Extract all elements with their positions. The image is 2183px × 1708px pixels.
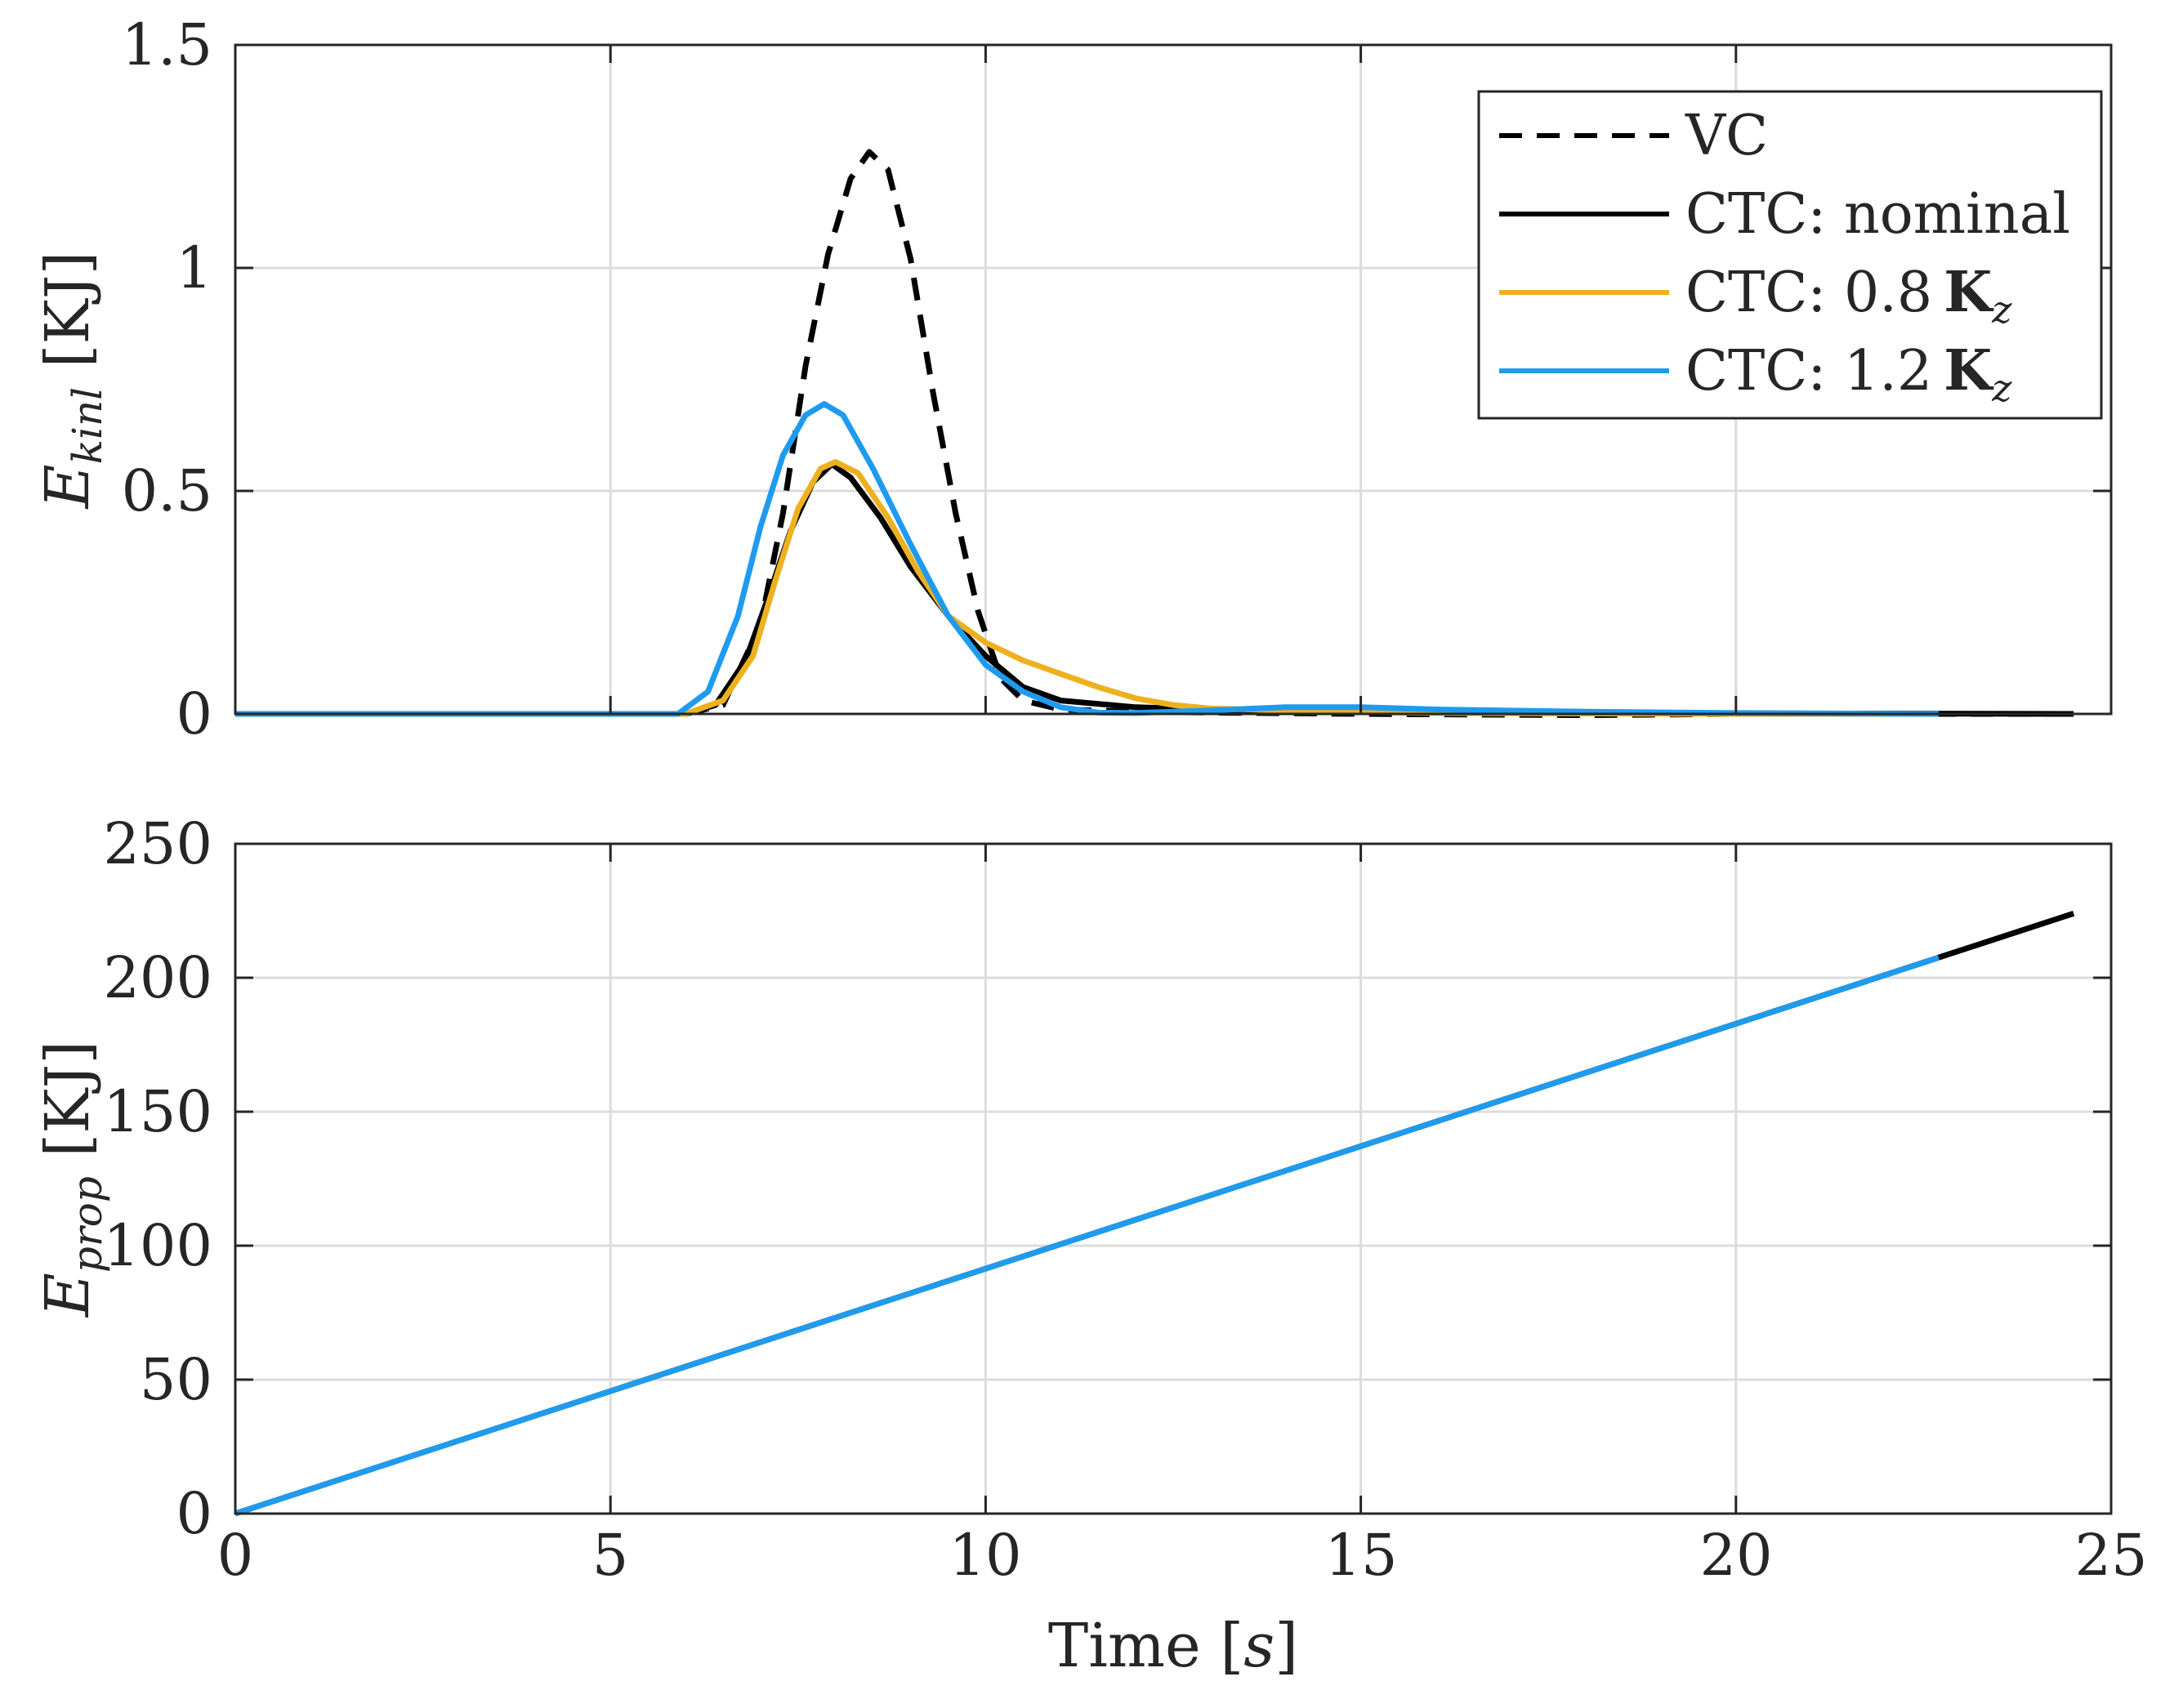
top-ticks bbox=[234, 43, 2113, 716]
bottom-y-axis-label: Eprop [KJ] bbox=[33, 1041, 111, 1318]
legend-label-prefix: CTC: 0.8 bbox=[1685, 261, 1932, 325]
top-ylabel-subscript: kinl bbox=[64, 387, 111, 464]
bottom-xtick-label: 10 bbox=[949, 1522, 1021, 1589]
legend-label-bold: K bbox=[1944, 338, 1994, 404]
legend: VC CTC: nominal CTC: 0.8 Kz CTC: 1.2 Kz bbox=[1477, 90, 2103, 420]
top-ytick-label: 0 bbox=[176, 680, 212, 747]
bottom-ytick-label: 50 bbox=[140, 1346, 212, 1413]
bottom-ytick-label: 0 bbox=[176, 1480, 212, 1547]
bottom-grid bbox=[234, 842, 2113, 1515]
top-ylabel-symbol: E bbox=[33, 464, 103, 510]
bottom-ticks bbox=[234, 842, 2113, 1515]
bottom-ylabel-unit: [KJ] bbox=[33, 1041, 103, 1157]
legend-label-vc: VC bbox=[1685, 104, 1768, 168]
bottom-xtick-label: 15 bbox=[1324, 1522, 1397, 1589]
top-ylabel-unit: [KJ] bbox=[33, 252, 103, 368]
bottom-xtick-label: 0 bbox=[217, 1522, 254, 1589]
top-y-tick-labels: 0 0.5 1 1.5 bbox=[122, 11, 212, 747]
bottom-panel: 0 50 100 150 200 250 0 5 10 15 20 25 Epr… bbox=[33, 810, 2148, 1681]
bottom-ylabel-symbol: E bbox=[33, 1273, 103, 1318]
legend-label-08kz: CTC: 0.8 Kz bbox=[1685, 260, 2012, 332]
legend-box bbox=[1477, 90, 2103, 420]
xlabel-bracket-open: [ bbox=[1201, 1611, 1243, 1681]
bottom-x-tick-labels: 0 5 10 15 20 25 bbox=[217, 1522, 2148, 1589]
bottom-ytick-label: 100 bbox=[103, 1212, 212, 1279]
bottom-ylabel-gap bbox=[33, 1157, 103, 1177]
bottom-axes-box bbox=[234, 842, 2113, 1515]
legend-label-prefix: CTC: nominal bbox=[1685, 182, 2070, 247]
top-axes-box bbox=[234, 43, 2113, 716]
legend-label-subscript: z bbox=[1991, 288, 2012, 332]
bottom-xtick-label: 20 bbox=[1699, 1522, 1772, 1589]
legend-label-bold: K bbox=[1944, 260, 1994, 325]
top-panel: 0 0.5 1 1.5 Ekinl [KJ] VC CTC: nominal C… bbox=[33, 11, 2113, 747]
bottom-ytick-label: 250 bbox=[103, 810, 212, 877]
bottom-ytick-label: 200 bbox=[103, 944, 212, 1011]
legend-label-prefix: CTC: 1.2 bbox=[1685, 339, 1932, 404]
bottom-xtick-label: 25 bbox=[2074, 1522, 2147, 1589]
bottom-xtick-label: 5 bbox=[592, 1522, 629, 1589]
legend-label-nominal: CTC: nominal bbox=[1685, 182, 2070, 247]
top-ylabel-gap bbox=[33, 368, 103, 387]
top-series-ctc-0-8-kz bbox=[235, 459, 1939, 717]
top-y-axis-label: Ekinl [KJ] bbox=[33, 252, 111, 511]
legend-label-12kz: CTC: 1.2 Kz bbox=[1685, 338, 2012, 410]
xlabel-bracket-close: ] bbox=[1275, 1611, 1298, 1681]
top-series-ctc-1-2-kz bbox=[235, 401, 1939, 717]
bottom-ylabel-subscript: prop bbox=[64, 1176, 111, 1273]
top-series-ctc-nominal bbox=[235, 461, 2074, 717]
xlabel-unit-symbol: s bbox=[1243, 1611, 1275, 1681]
bottom-ytick-label: 150 bbox=[103, 1078, 212, 1145]
x-axis-label: Time [s] bbox=[1048, 1611, 1298, 1681]
legend-label-prefix: VC bbox=[1685, 104, 1768, 168]
top-ytick-label: 0.5 bbox=[122, 457, 212, 524]
legend-label-subscript: z bbox=[1991, 366, 2012, 410]
top-ytick-label: 1.5 bbox=[122, 11, 212, 78]
bottom-y-tick-labels: 0 50 100 150 200 250 bbox=[103, 810, 212, 1547]
xlabel-text: Time bbox=[1048, 1611, 1201, 1681]
bottom-series bbox=[234, 910, 2075, 1517]
bottom-series-ctc-1-2-kz bbox=[234, 955, 1940, 1517]
top-ytick-label: 1 bbox=[176, 234, 212, 301]
